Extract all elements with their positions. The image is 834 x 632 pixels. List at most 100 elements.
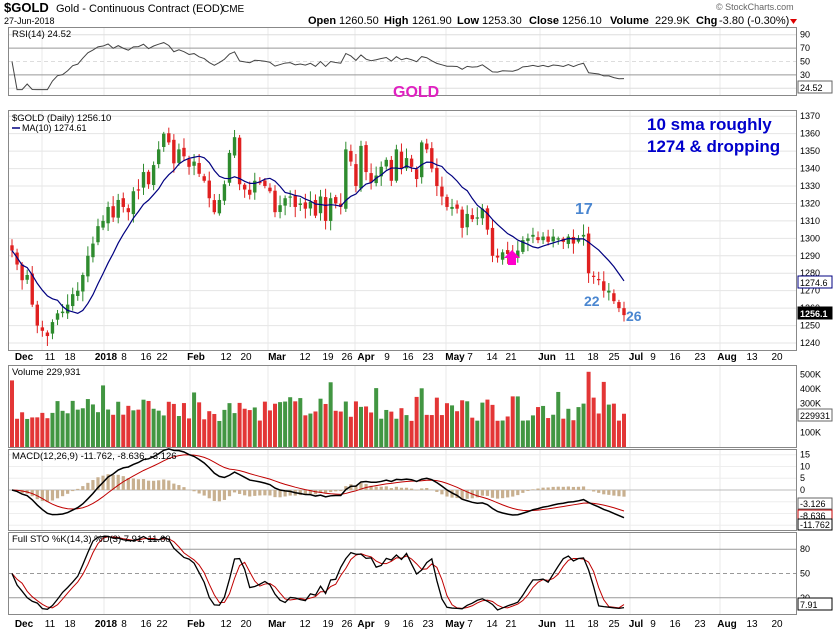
candle-body xyxy=(237,137,242,185)
x-tick-label: Jun xyxy=(538,619,556,630)
candle-body xyxy=(81,274,85,292)
volume-value: 229.9K xyxy=(655,15,691,27)
x-tick-label: Jun xyxy=(538,352,556,363)
sma-note-line2: 1274 & dropping xyxy=(647,137,780,156)
macd-hist-bar xyxy=(212,490,216,501)
candle-body xyxy=(35,304,39,326)
volume-bar xyxy=(358,406,363,447)
price-tick-label: 1360 xyxy=(800,129,820,139)
candle-body xyxy=(242,184,247,190)
candle-body xyxy=(369,173,373,183)
candle-body xyxy=(349,150,353,162)
macd-hist-bar xyxy=(232,490,237,493)
macd-hist-bar xyxy=(440,490,444,495)
volume-bar xyxy=(85,399,90,447)
volume-bar xyxy=(50,412,55,447)
low-value: 1253.30 xyxy=(482,15,522,27)
volume-bar xyxy=(207,411,212,447)
ma-label: MA(10) 1274.61 xyxy=(22,123,87,133)
volume-bar xyxy=(318,398,323,447)
open-label: Open xyxy=(308,15,336,27)
candle-body xyxy=(151,165,156,186)
candle-body xyxy=(101,220,105,228)
rsi-plot xyxy=(9,34,796,91)
volume-bar xyxy=(197,402,202,447)
candle-body xyxy=(556,238,560,240)
x-tick-label: May xyxy=(445,352,465,363)
macd-hist-bar xyxy=(531,489,535,490)
volume-bar xyxy=(571,420,576,447)
candle-body xyxy=(268,187,272,192)
candle-body xyxy=(40,327,45,331)
macd-hist-box: -3.126 xyxy=(800,499,826,509)
macd-hist-bar xyxy=(526,490,530,492)
candle-body xyxy=(278,205,282,212)
x-tick-label: 9 xyxy=(384,619,390,630)
sto-tick-label: 50 xyxy=(800,569,810,579)
volume-bar xyxy=(30,417,35,447)
candle-body xyxy=(172,139,176,164)
volume-bar xyxy=(404,415,409,447)
x-tick-label: 9 xyxy=(384,352,390,363)
x-tick-label: 18 xyxy=(64,619,76,630)
macd-hist-bar xyxy=(329,490,333,493)
volume-bar xyxy=(551,414,556,447)
volume-bar xyxy=(101,385,106,447)
candle-body xyxy=(354,164,358,187)
candle-body xyxy=(253,180,257,193)
x-tick-label: 19 xyxy=(322,619,334,630)
macd-hist-bar xyxy=(45,490,50,502)
x-tick-label: 18 xyxy=(64,352,76,363)
volume-bar xyxy=(55,401,60,447)
candle-body xyxy=(131,191,136,215)
macd-hist-bar xyxy=(172,483,176,490)
volume-bar xyxy=(566,408,571,447)
candle-body xyxy=(551,236,555,242)
volume-tick-label: 400K xyxy=(800,384,821,394)
ma10-line xyxy=(11,155,625,315)
volume-bar xyxy=(60,410,65,447)
macd-hist-bar xyxy=(167,480,171,490)
candle-body xyxy=(526,238,530,241)
macd-hist-bar xyxy=(581,486,586,490)
x-tick-label: 11 xyxy=(45,619,56,630)
volume-bar xyxy=(606,404,611,447)
volume-bar xyxy=(232,413,237,447)
candle-body xyxy=(404,158,409,169)
candle-body xyxy=(182,147,186,157)
price-tick-label: 1290 xyxy=(800,251,820,261)
macd-hist-bar xyxy=(394,486,398,490)
macd-hist-bar xyxy=(86,482,90,490)
macd-hist-bar xyxy=(192,490,196,492)
volume-bar xyxy=(419,388,424,447)
volume-bar xyxy=(439,415,444,447)
exchange: CME xyxy=(222,4,245,15)
volume-bar xyxy=(556,391,561,447)
x-tick-label: 16 xyxy=(402,352,414,363)
candle-body xyxy=(232,137,237,156)
rsi-tick-label: 50 xyxy=(800,57,810,67)
high-value: 1261.90 xyxy=(412,15,452,27)
day-label-22: 22 xyxy=(584,293,600,309)
x-tick-label: Apr xyxy=(357,619,374,630)
macd-hist-bar xyxy=(465,490,469,499)
volume-bar xyxy=(15,418,20,447)
volume-bar xyxy=(586,371,591,447)
macd-hist-bar xyxy=(162,479,166,490)
volume-bar xyxy=(126,405,131,447)
volume-bar xyxy=(242,408,247,447)
macd-hist-bar xyxy=(445,490,449,497)
volume-bar xyxy=(389,411,394,447)
candle-body xyxy=(197,163,201,174)
macd-hist-bar xyxy=(71,490,75,492)
candle-body xyxy=(212,200,217,213)
candle-body xyxy=(50,322,55,334)
macd-hist-bar xyxy=(182,487,186,490)
macd-hist-bar xyxy=(40,490,44,501)
volume-bar xyxy=(95,412,100,447)
volume-bar xyxy=(121,414,126,447)
price-label: $GOLD (Daily) 1256.10 xyxy=(12,113,111,124)
candle-body xyxy=(76,290,80,296)
candle-body xyxy=(591,275,596,277)
close-value: 1256.10 xyxy=(562,15,602,27)
